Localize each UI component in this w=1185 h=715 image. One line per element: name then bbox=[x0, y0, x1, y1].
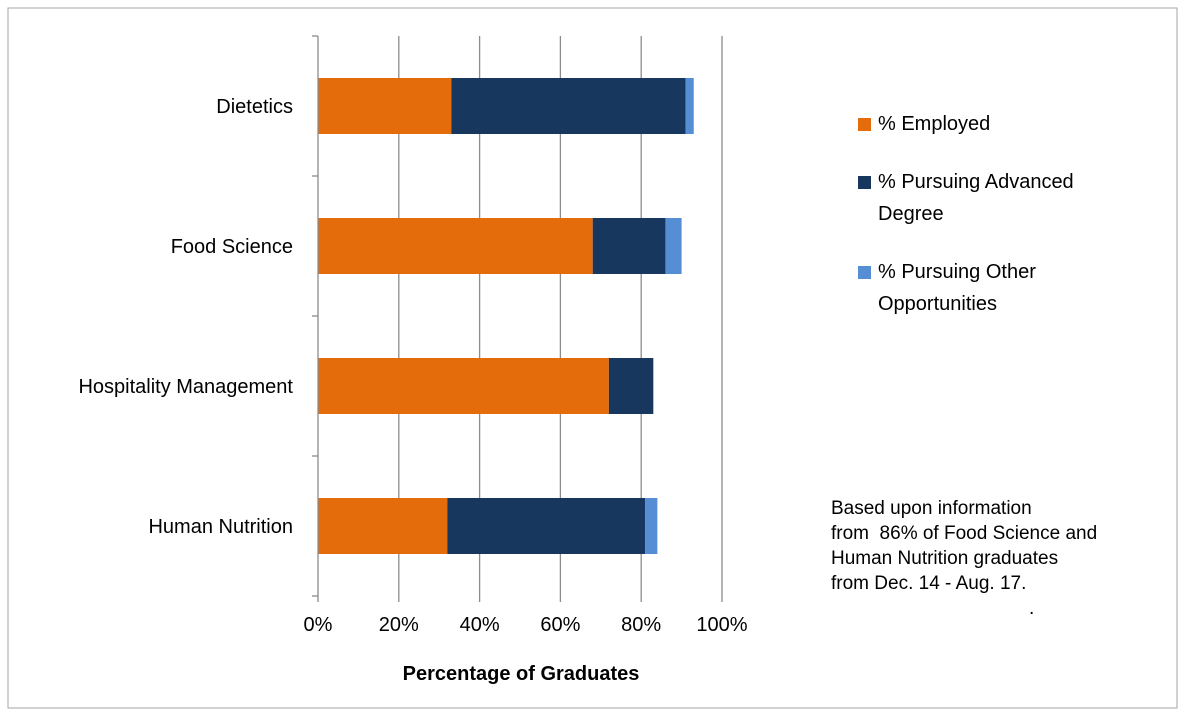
bar-segment bbox=[592, 218, 666, 274]
legend-item: % Pursuing Advanced Degree bbox=[858, 166, 1158, 230]
bar-segment bbox=[318, 218, 593, 274]
legend-label: Opportunities bbox=[878, 293, 997, 315]
bar-segment bbox=[645, 498, 658, 554]
category-label: Hospitality Management bbox=[78, 376, 293, 398]
bar-segment bbox=[318, 78, 452, 134]
bar-segment bbox=[318, 358, 609, 414]
legend: % Employed% Pursuing Advanced Degree% Pur… bbox=[858, 108, 1158, 346]
category-labels: Human Nutrition Hospitality Management Foo… bbox=[78, 96, 293, 538]
legend-swatch bbox=[858, 118, 871, 131]
bar-segment bbox=[685, 78, 694, 134]
bars bbox=[318, 78, 694, 554]
bar-segment bbox=[608, 358, 654, 414]
note-line-3: Human Nutrition graduates bbox=[831, 548, 1059, 569]
x-tick-label: 60% bbox=[540, 614, 580, 636]
legend-label: Degree bbox=[878, 203, 944, 225]
x-tick-label: 100% bbox=[696, 614, 747, 636]
x-tick-label: 20% bbox=[379, 614, 419, 636]
legend-label: % Employed bbox=[878, 113, 991, 135]
x-tick-label: 0% bbox=[304, 614, 333, 636]
note-line-1: Based upon information bbox=[831, 498, 1032, 519]
bar-segment bbox=[665, 218, 682, 274]
bar-segment bbox=[447, 498, 646, 554]
legend-item: % Pursuing Other Opportunities bbox=[858, 256, 1158, 320]
note-trailing-dot: . bbox=[1029, 598, 1035, 619]
x-tick-label: 40% bbox=[460, 614, 500, 636]
x-tick-labels: 0% 20% 40% 60% 80% 100% bbox=[304, 614, 748, 636]
bar-segment bbox=[451, 78, 686, 134]
x-axis-label: Percentage of Graduates bbox=[403, 663, 640, 685]
category-label: Dietetics bbox=[216, 96, 293, 118]
legend-label: % Pursuing Advanced bbox=[878, 171, 1074, 193]
legend-item: % Employed bbox=[858, 108, 1158, 140]
category-label: Human Nutrition bbox=[148, 516, 293, 538]
note-line-2: from 86% of Food Science and bbox=[831, 523, 1098, 544]
category-label: Food Science bbox=[171, 236, 293, 258]
bar-segment bbox=[318, 498, 448, 554]
x-tick-label: 80% bbox=[621, 614, 661, 636]
source-note: Based upon information from 86% of Food … bbox=[831, 496, 1151, 621]
legend-swatch bbox=[858, 176, 871, 189]
legend-swatch bbox=[858, 266, 871, 279]
legend-label: % Pursuing Other bbox=[878, 261, 1036, 283]
note-line-4: from Dec. 14 - Aug. 17. bbox=[831, 573, 1027, 594]
axes bbox=[312, 35, 723, 602]
